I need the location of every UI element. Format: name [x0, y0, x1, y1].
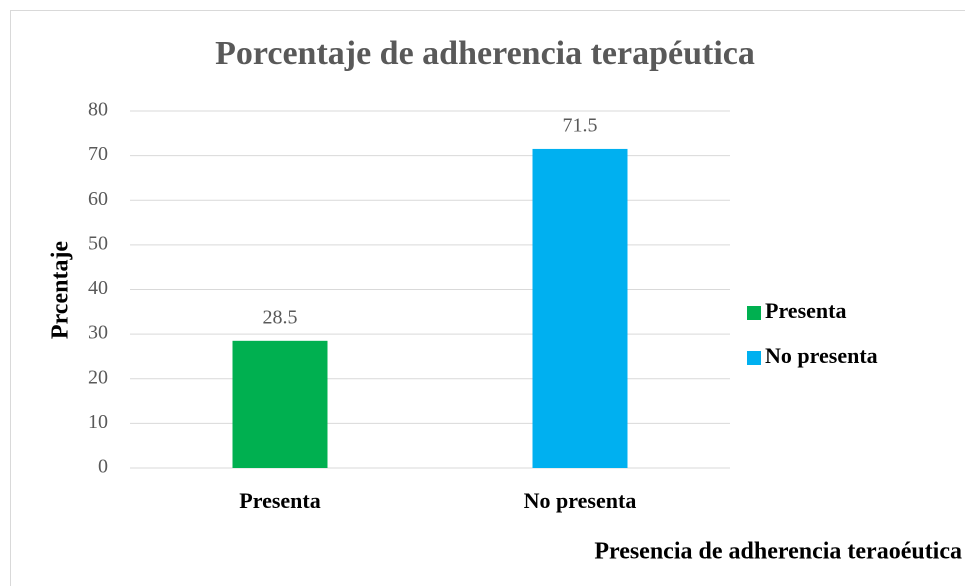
- y-axis-label: Prcentaje: [48, 241, 74, 340]
- legend-label: Presenta: [765, 298, 846, 323]
- bar: [232, 340, 328, 468]
- y-tick-label: 20: [88, 366, 108, 388]
- data-label: 71.5: [563, 115, 598, 137]
- legend-swatch: [747, 351, 761, 365]
- y-tick-label: 30: [88, 322, 108, 344]
- chart-title: Porcentaje de adherencia terapéutica: [215, 35, 755, 72]
- x-axis-label: Presencia de adherencia teraoéutica: [594, 539, 962, 565]
- legend-label: No presenta: [765, 343, 878, 368]
- y-tick-label: 40: [88, 277, 108, 299]
- y-tick-label: 0: [98, 456, 108, 478]
- y-tick-label: 70: [88, 143, 108, 165]
- bar: [532, 148, 628, 468]
- legend-swatch: [747, 306, 761, 320]
- chart-border: [10, 10, 965, 586]
- x-tick-label: No presenta: [524, 488, 637, 513]
- y-tick-label: 50: [88, 232, 108, 254]
- data-label: 28.5: [263, 306, 298, 328]
- x-tick-label: Presenta: [239, 488, 320, 513]
- y-tick-label: 80: [88, 99, 108, 121]
- y-tick-label: 60: [88, 188, 108, 210]
- y-tick-label: 10: [88, 411, 108, 433]
